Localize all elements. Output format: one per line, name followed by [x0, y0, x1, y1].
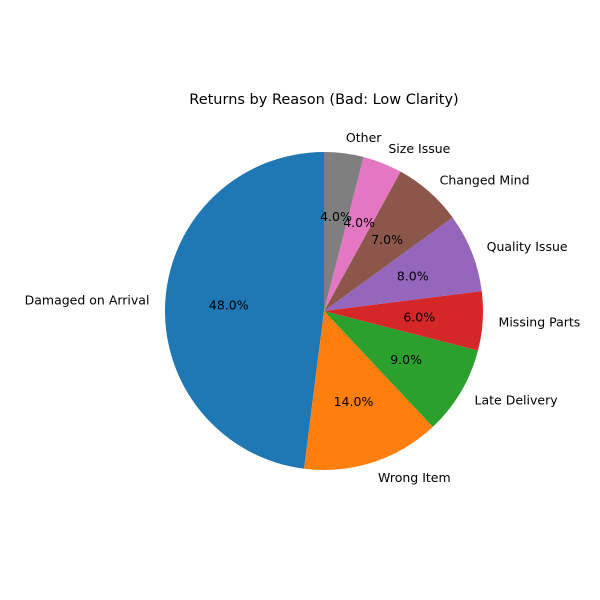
pct-label-late-delivery: 9.0% [390, 352, 422, 367]
slices-layer [164, 152, 483, 470]
pie-slice-wrong-item [304, 311, 433, 470]
slice-label-other: Other [346, 130, 382, 145]
chart-title: Returns by Reason (Bad: Low Clarity) [189, 92, 458, 108]
pie-slice-missing-parts [324, 291, 483, 351]
pie-slice-size-issue [324, 156, 401, 311]
slice-label-size-issue: Size Issue [388, 141, 450, 156]
pct-label-wrong-item: 14.0% [334, 394, 374, 409]
pie-slice-damaged-on-arrival [164, 152, 324, 469]
slice-label-late-delivery: Late Delivery [475, 393, 559, 408]
slice-label-wrong-item: Wrong Item [378, 470, 451, 485]
pie-slice-other [324, 152, 364, 311]
pct-label-size-issue: 4.0% [343, 215, 375, 230]
slice-label-quality-issue: Quality Issue [487, 239, 568, 254]
pct-label-quality-issue: 8.0% [397, 268, 429, 283]
pct-label-missing-parts: 6.0% [403, 309, 435, 324]
slice-label-missing-parts: Missing Parts [499, 314, 581, 329]
pct-label-damaged-on-arrival: 48.0% [209, 298, 249, 313]
labels-layer: Damaged on Arrival 48.0% Wrong Item 14.0% La… [25, 130, 581, 485]
pie-slice-quality-issue [324, 217, 482, 311]
pie-slice-late-delivery [324, 311, 479, 427]
pct-label-changed-mind: 7.0% [371, 232, 403, 247]
pct-label-other: 4.0% [320, 209, 352, 224]
slice-label-damaged-on-arrival: Damaged on Arrival [25, 293, 150, 308]
pie-slice-changed-mind [324, 171, 453, 311]
slice-label-changed-mind: Changed Mind [440, 172, 530, 187]
